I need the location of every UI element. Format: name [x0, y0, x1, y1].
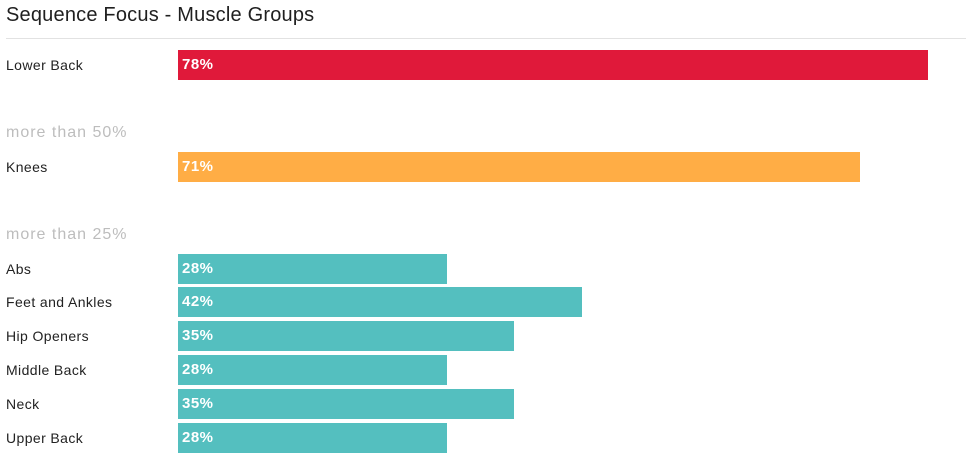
bar: 42% — [178, 287, 582, 318]
bar-category-label: Knees — [6, 158, 48, 175]
bar-value-label: 28% — [182, 259, 214, 277]
bar: 35% — [178, 321, 514, 352]
bar-value-label: 71% — [182, 157, 214, 175]
bar-category-label: Abs — [6, 260, 32, 277]
chart-title: Sequence Focus - Muscle Groups — [6, 4, 315, 26]
bar-value-label: 28% — [182, 428, 214, 446]
bar-category-label: Upper Back — [6, 429, 84, 446]
bar-row: Lower Back 78% — [0, 50, 974, 80]
bar: 71% — [178, 151, 860, 182]
bar-value-label: 42% — [182, 293, 214, 311]
bar: 28% — [178, 253, 447, 284]
bar-row: Knees 71% — [0, 151, 974, 182]
bar: 35% — [178, 388, 514, 419]
bar: 28% — [178, 355, 447, 385]
group-heading: more than 50% — [6, 123, 128, 141]
bar-value-label: 35% — [182, 327, 214, 345]
bar-category-label: Lower Back — [6, 57, 84, 73]
bar: 28% — [178, 422, 447, 453]
title-divider — [6, 38, 966, 39]
bar: 78% — [178, 50, 928, 80]
bar-category-label: Hip Openers — [6, 328, 89, 345]
bar-row: Feet and Ankles 42% — [0, 287, 974, 318]
bar-row: Middle Back 28% — [0, 355, 974, 385]
bar-row: Abs 28% — [0, 253, 974, 284]
bar-row: Upper Back 28% — [0, 422, 974, 453]
bar-category-label: Neck — [6, 395, 40, 412]
group-heading: more than 25% — [6, 225, 128, 243]
bar-value-label: 78% — [182, 56, 214, 73]
bar-row: Neck 35% — [0, 388, 974, 419]
bar-value-label: 28% — [182, 361, 214, 378]
bar-category-label: Feet and Ankles — [6, 294, 113, 311]
bar-category-label: Middle Back — [6, 362, 87, 378]
bar-value-label: 35% — [182, 394, 214, 412]
bar-row: Hip Openers 35% — [0, 321, 974, 352]
